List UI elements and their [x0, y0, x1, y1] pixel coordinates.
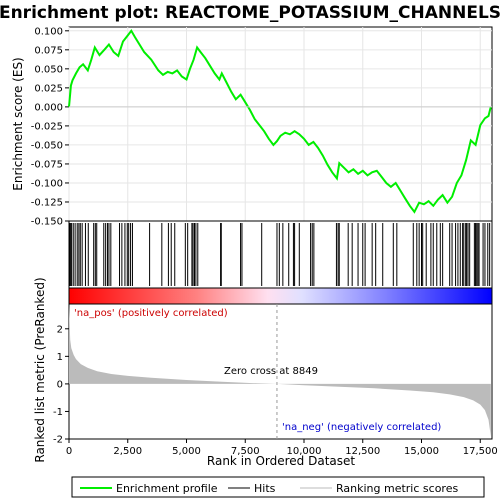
x-tick-label: 12,500: [345, 446, 380, 457]
legend-box: [71, 476, 485, 498]
x-tick-label: 0: [66, 446, 72, 457]
metric-y-tick-label: 2: [57, 324, 63, 335]
na-pos-label: 'na_pos' (positively correlated): [74, 308, 228, 319]
es-y-tick-label: -0.025: [31, 121, 63, 132]
metric-y-tick-label: -1: [53, 407, 63, 418]
x-tick-label: 2,500: [113, 446, 142, 457]
x-tick-label: 15,000: [404, 446, 439, 457]
es-axis-title: Enrichment score (ES): [11, 57, 25, 190]
x-tick-label: 17,500: [463, 446, 498, 457]
es-y-tick-label: -0.100: [31, 178, 63, 189]
es-y-tick-label: 0.050: [34, 64, 63, 75]
es-y-tick-label: 0.000: [34, 102, 63, 113]
legend-enrichment-label: Enrichment profile: [116, 482, 218, 495]
chart-title: Enrichment plot: REACTOME_POTASSIUM_CHAN…: [0, 3, 500, 23]
x-tick-label: 10,000: [287, 446, 322, 457]
hits-marks: [69, 223, 491, 286]
na-neg-label: 'na_neg' (negatively correlated): [282, 422, 441, 433]
es-y-tick-label: 0.100: [34, 26, 63, 37]
metric-y-tick-label: 0: [57, 379, 63, 390]
es-y-tick-label: -0.050: [31, 140, 63, 151]
es-y-tick-label: -0.075: [31, 159, 63, 170]
es-y-axis: 0.100 0.075 0.050 0.025 0.000 -0.025 -0.050 -0.…: [31, 26, 69, 228]
legend-hits-label: Hits: [254, 482, 276, 495]
enrichment-profile-line: [68, 28, 492, 214]
correlation-color-bar: [69, 288, 492, 304]
es-y-tick-label: 0.025: [34, 83, 63, 94]
metric-y-axis: 2 1 0 -1 -2: [53, 324, 69, 446]
metric-y-tick-label: -2: [53, 435, 63, 446]
metric-axis-title: Ranked list metric (PreRanked): [33, 277, 47, 462]
x-axis-title: Rank in Ordered Dataset: [207, 454, 355, 468]
es-y-tick-label: -0.125: [31, 197, 63, 208]
es-y-tick-label: 0.075: [34, 45, 63, 56]
x-axis: 0 2,500 5,000 7,500 10,000 12,500 15,000 17,500: [66, 439, 498, 457]
es-panel-frame: [68, 26, 493, 222]
x-tick-label: 5,000: [172, 446, 201, 457]
legend-ranking-label: Ranking metric scores: [336, 482, 458, 495]
es-y-tick-label: -0.150: [31, 217, 63, 228]
metric-y-tick-label: 1: [57, 352, 63, 363]
zero-cross-label: Zero cross at 8849: [224, 366, 318, 377]
x-tick-label: 7,500: [231, 446, 260, 457]
